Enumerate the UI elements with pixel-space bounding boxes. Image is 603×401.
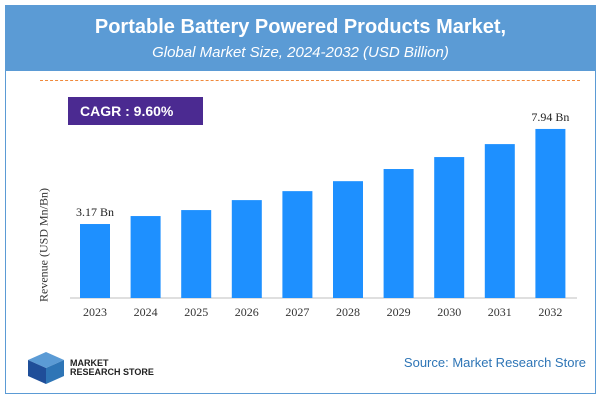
bar-2025 bbox=[181, 210, 212, 298]
data-label: 7.94 Bn bbox=[531, 110, 569, 124]
x-tick-label: 2029 bbox=[387, 305, 411, 319]
bar-2029 bbox=[383, 169, 414, 298]
cagr-badge: CAGR : 9.60% bbox=[68, 97, 203, 125]
bar-2023 bbox=[80, 224, 110, 298]
bar-2031 bbox=[484, 144, 515, 298]
x-tick-label: 2028 bbox=[336, 305, 360, 319]
chart-title: Portable Battery Powered Products Market… bbox=[94, 16, 507, 38]
x-tick-label: 2027 bbox=[285, 305, 309, 319]
logo-cube-icon bbox=[28, 352, 64, 384]
data-label: 3.17 Bn bbox=[76, 205, 114, 219]
bar-2024 bbox=[130, 216, 161, 298]
x-tick-label: 2032 bbox=[538, 305, 562, 319]
logo-line-2: RESEARCH STORE bbox=[70, 367, 154, 377]
x-tick-label: 2030 bbox=[437, 305, 461, 319]
x-tick-label: 2031 bbox=[488, 305, 512, 319]
logo: MARKET RESEARCH STORE bbox=[26, 350, 154, 386]
x-tick-label: 2025 bbox=[184, 305, 208, 319]
bar-2032 bbox=[535, 128, 566, 298]
x-tick-label: 2023 bbox=[83, 305, 107, 319]
divider bbox=[40, 80, 580, 81]
logo-line-1: MARKET bbox=[70, 358, 109, 368]
bar-2030 bbox=[434, 157, 465, 298]
bar-2026 bbox=[231, 200, 262, 298]
source-text: Source: Market Research Store bbox=[403, 355, 586, 370]
bar-2028 bbox=[333, 181, 363, 298]
x-tick-label: 2024 bbox=[134, 305, 158, 319]
chart-subtitle: Global Market Size, 2024-2032 (USD Billi… bbox=[152, 44, 449, 61]
bar-2027 bbox=[282, 191, 313, 298]
x-tick-label: 2026 bbox=[235, 305, 259, 319]
chart-header: Portable Battery Powered Products Market… bbox=[5, 5, 596, 71]
